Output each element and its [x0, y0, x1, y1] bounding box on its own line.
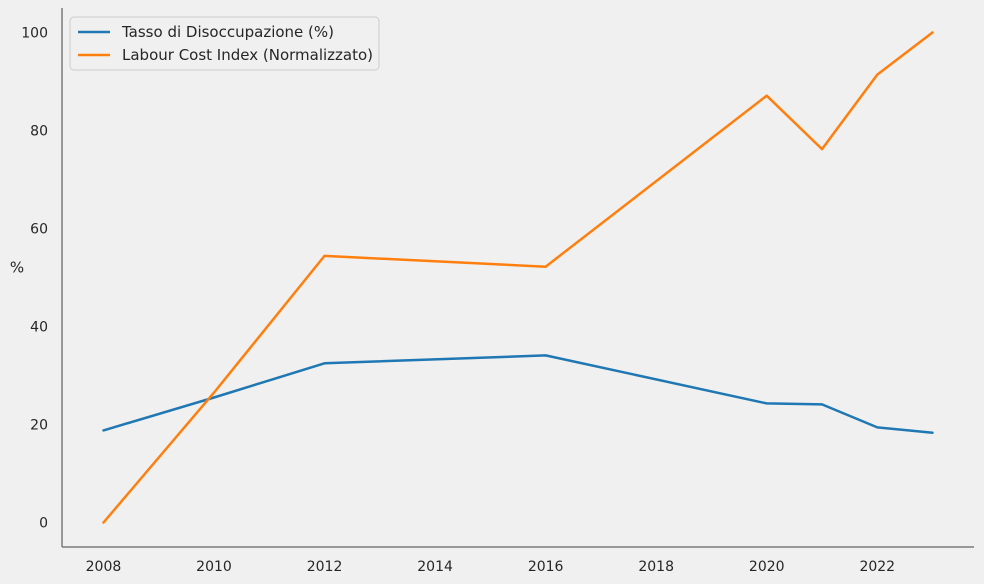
y-tick-label: 20 [30, 418, 48, 434]
legend-label-1: Tasso di Disoccupazione (%) [121, 23, 334, 41]
x-tick-label: 2018 [638, 559, 674, 575]
series-line-1 [102, 354, 934, 435]
y-tick-label: 100 [21, 26, 48, 42]
series-line-2 [102, 31, 934, 524]
axes: 2008 2010 2012 2014 2016 2018 2020 2022 0 20 40 60 8… [10, 8, 974, 575]
legend-box [69, 16, 380, 71]
series-lines [102, 31, 934, 524]
y-tick-label: 40 [30, 320, 48, 336]
x-tick-label: 2022 [859, 559, 895, 575]
y-tick-label: 80 [30, 124, 48, 140]
y-tick-label: 60 [30, 222, 48, 238]
x-tick-label: 2008 [86, 559, 122, 575]
x-tick-label: 2014 [417, 559, 453, 575]
y-tick-label: 0 [39, 516, 48, 532]
x-tick-label: 2012 [307, 559, 343, 575]
x-tick-label: 2010 [196, 559, 232, 575]
x-tick-label: 2020 [749, 559, 785, 575]
y-axis-label: % [10, 259, 24, 277]
legend: Tasso di Disoccupazione (%) Labour Cost I… [69, 16, 380, 71]
legend-label-2: Labour Cost Index (Normalizzato) [122, 46, 373, 64]
x-tick-label: 2016 [528, 559, 564, 575]
